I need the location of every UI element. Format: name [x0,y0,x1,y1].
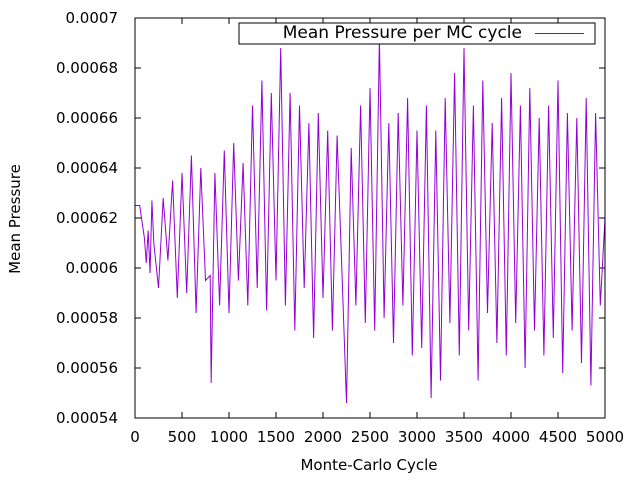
y-tick-label: 0.00058 [56,309,118,327]
x-tick-label: 1000 [210,428,248,446]
x-tick-label: 2000 [304,428,342,446]
y-tick-label: 0.00062 [56,209,118,227]
y-tick-label: 0.00066 [56,109,118,127]
legend-label: Mean Pressure per MC cycle [283,23,522,43]
legend: Mean Pressure per MC cycle [238,22,596,45]
y-tick-label: 0.00056 [56,359,118,377]
x-tick-label: 5000 [586,428,624,446]
y-tick-label: 0.00068 [56,59,118,77]
series-line-mean-pressure [135,37,606,404]
legend-box [238,22,596,45]
y-ticks: 0.00054 0.00056 0.00058 0.0006 0.00062 0.0006… [56,9,605,427]
plot-frame [134,17,606,419]
x-tick-label: 3000 [398,428,436,446]
x-axis-title: Monte-Carlo Cycle [300,456,437,474]
y-axis-title: Mean Pressure [6,164,24,274]
x-tick-label: 500 [168,428,197,446]
series-layer [135,37,606,404]
x-tick-label: 1500 [257,428,295,446]
y-tick-label: 0.00064 [56,159,118,177]
x-tick-label: 0 [130,428,140,446]
x-tick-label: 4000 [492,428,530,446]
y-tick-label: 0.00054 [56,409,118,427]
y-tick-label: 0.0007 [66,9,119,27]
x-ticks: 0 500 1000 1500 2000 2500 3000 3500 4000 4500 5000 [130,18,624,446]
x-tick-label: 3500 [445,428,483,446]
x-tick-label: 2500 [351,428,389,446]
x-tick-label: 4500 [539,428,577,446]
y-tick-label: 0.0006 [66,259,119,277]
